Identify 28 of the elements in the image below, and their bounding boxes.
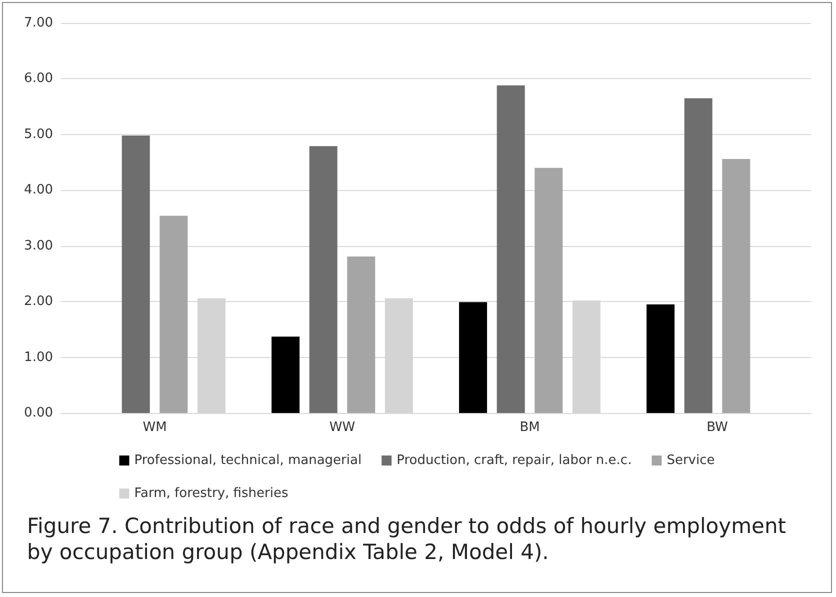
bar	[309, 146, 338, 413]
legend-label: Farm, forestry, fisheries	[134, 486, 288, 501]
y-tick-label: 2.00	[24, 294, 53, 310]
y-tick-label: 3.00	[24, 238, 53, 254]
x-tick-label: WW	[329, 420, 356, 435]
text: Figure 7. Contribution of race and gender to odds of hourly employment by occupation group (Appendix Table 2, Model 4).	[27, 513, 788, 565]
bar	[534, 168, 563, 413]
bar	[347, 256, 376, 413]
bar	[160, 216, 188, 413]
y-tick-label: 4.00	[24, 182, 53, 198]
y-tick-label: 6.00	[24, 71, 53, 86]
x-tick-label: WM	[142, 420, 167, 435]
legend-label: Service	[666, 453, 715, 468]
y-tick-label: 1.00	[24, 350, 53, 365]
bar	[272, 336, 300, 413]
bar	[459, 302, 488, 413]
y-tick-label: 0.00	[24, 406, 53, 420]
bar	[496, 85, 525, 413]
bar	[122, 136, 150, 413]
legend-label: Professional, technical, managerial	[134, 453, 362, 468]
bar	[722, 158, 750, 413]
x-tick-label: BW	[706, 420, 728, 435]
bar	[646, 304, 675, 413]
y-tick-label: 7.00	[24, 16, 53, 30]
y-tick-label: 5.00	[24, 126, 53, 142]
x-tick-label: BM	[520, 420, 540, 435]
bar	[684, 98, 712, 413]
legend-label: Production, craft, repair, labor n.e.c.	[396, 453, 632, 468]
